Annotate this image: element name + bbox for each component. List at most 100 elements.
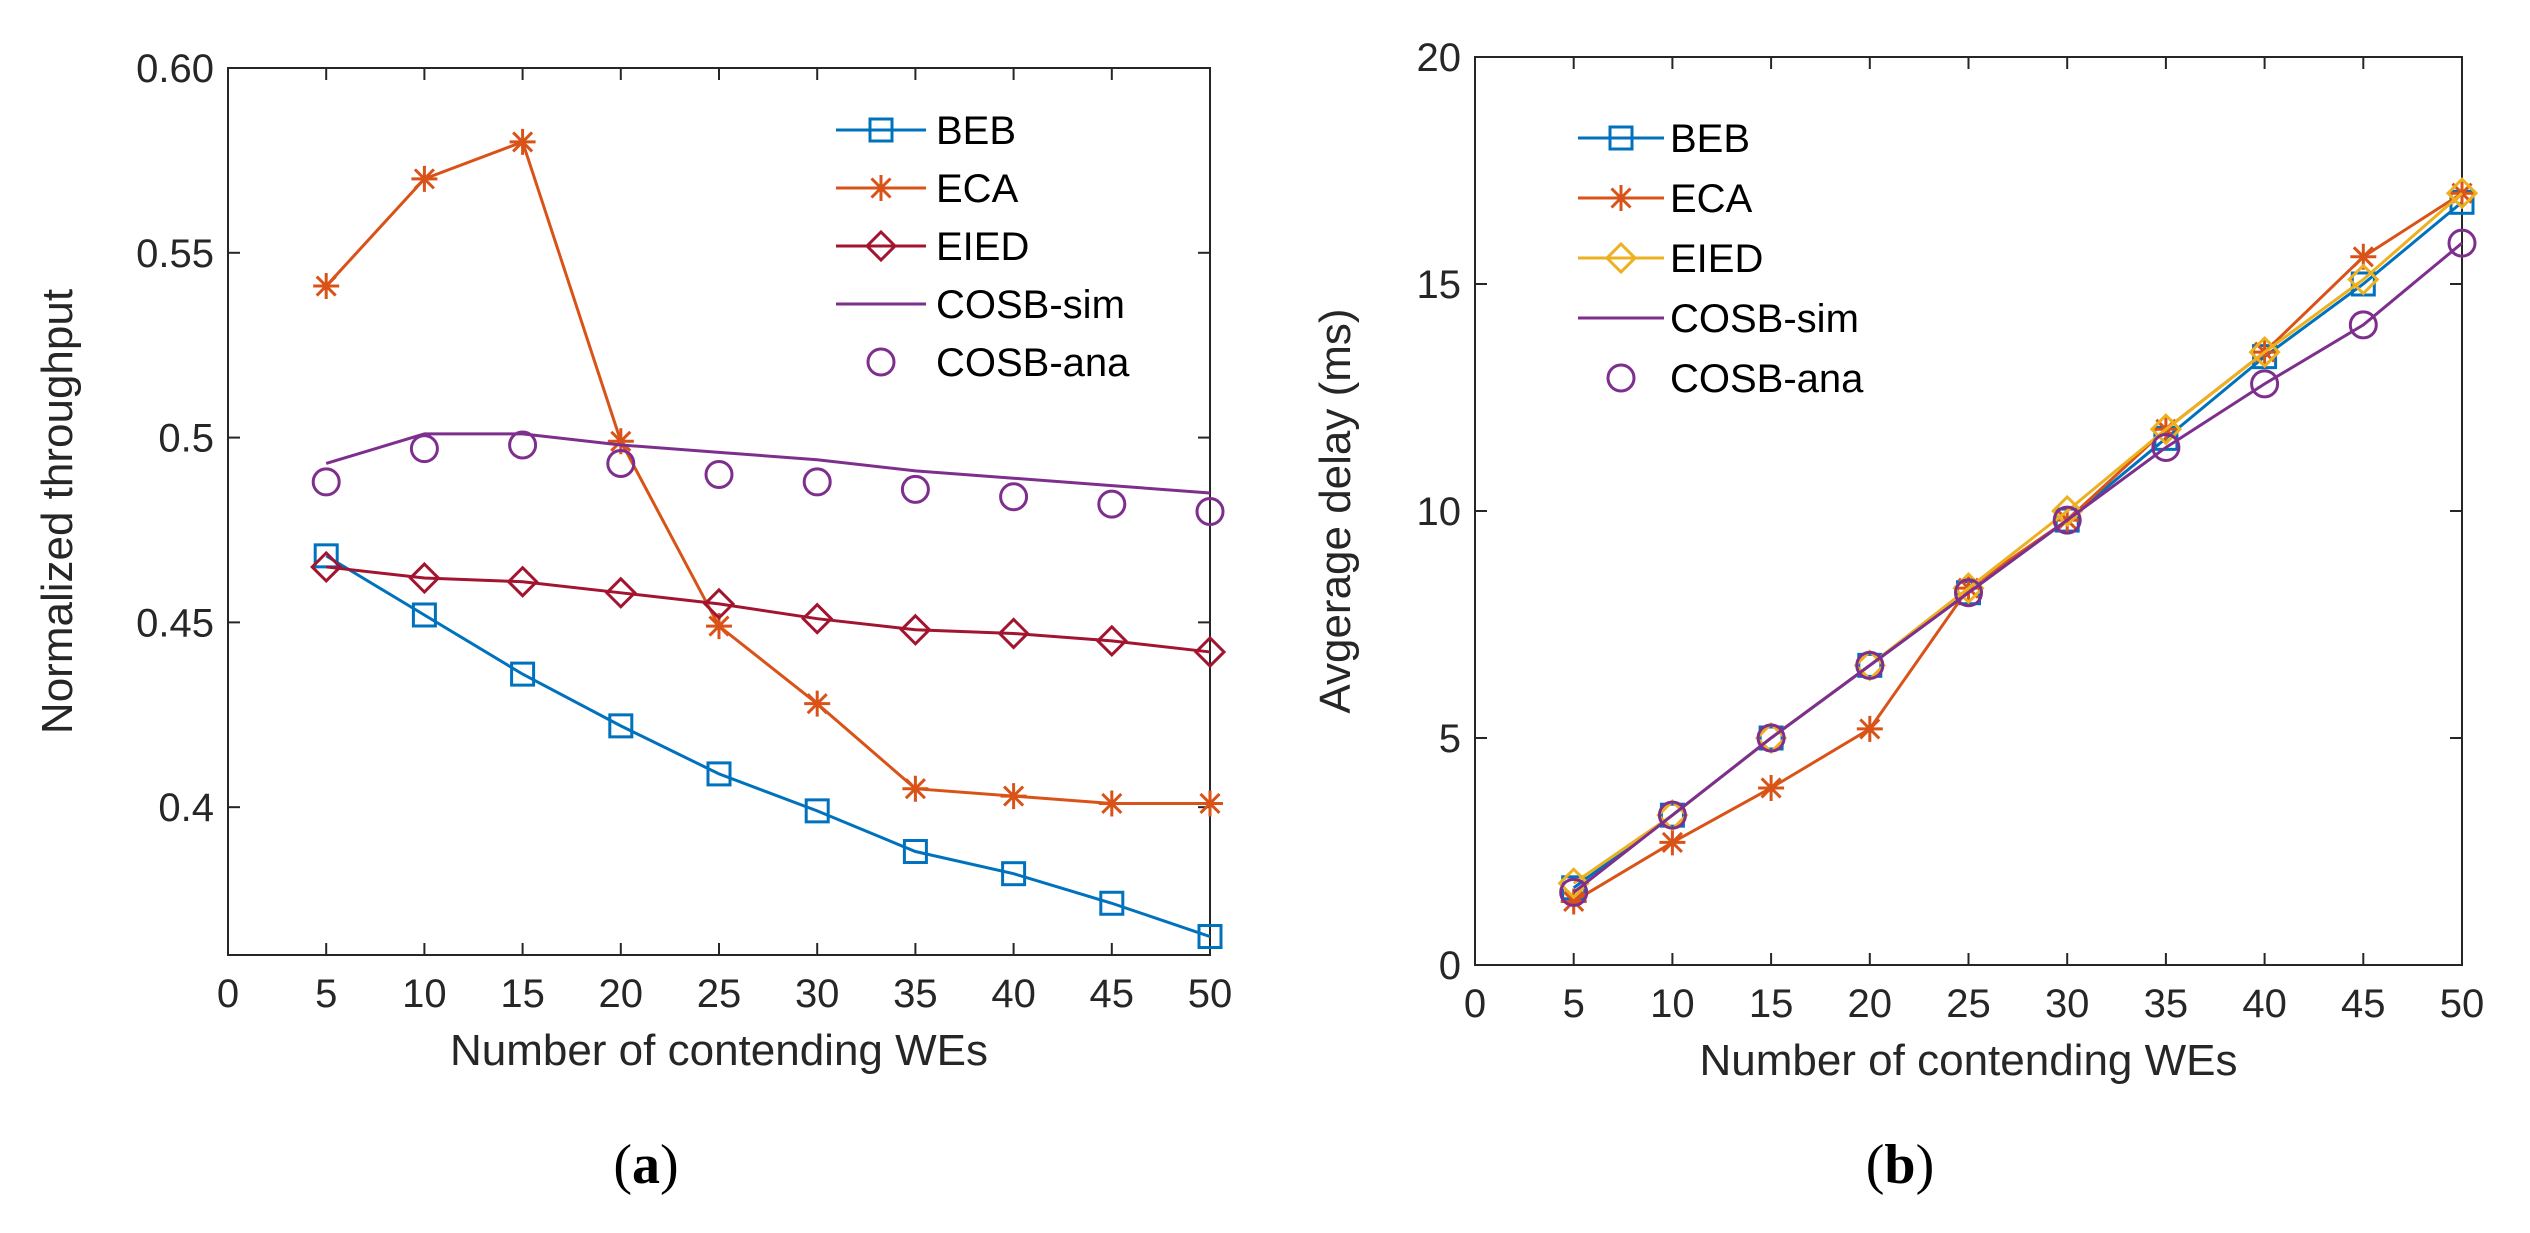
caption-letter: a [632,1134,660,1196]
plot-area [227,67,1211,956]
y-tick-label: 0 [1439,944,1461,988]
x-tick-label: 35 [2144,982,2189,1026]
data-point-cosb-ana [1756,723,1786,753]
legend-label-cosb-sim: COSB-sim [936,283,1125,327]
y-tick-label: 5 [1439,717,1461,761]
x-axis-label: Number of contending WEs [1699,1036,2237,1085]
data-point-beb [1659,802,1685,828]
data-point-eca [1000,783,1027,810]
data-point-eca [2350,243,2377,270]
x-tick-label: 30 [795,972,840,1016]
data-point-beb [1197,924,1223,950]
data-point-beb [510,661,536,687]
x-tick-label: 10 [402,972,447,1016]
panel-caption: (a) [613,1134,678,1196]
legend-marker-beb [868,117,894,143]
legend-marker-eca [868,175,894,201]
y-axis-label: Normalized throughput [33,289,82,734]
data-point-cosb-ana [1657,800,1687,830]
data-point-beb [313,543,339,569]
data-point-eca [411,165,438,192]
x-tick-label: 0 [1464,982,1486,1026]
data-point-eca [706,613,732,640]
chart-panel-b: 0 5 10 15 20 25 30 35 40 45 50 0 5 10 15 20 Number of co… [1311,36,2484,1196]
data-point-eied [899,613,932,646]
y-tick-label: 20 [1417,36,1462,80]
data-point-eca [804,690,831,717]
data-point-eied [2445,177,2479,210]
data-point-beb [1001,861,1027,887]
data-point-eied [1557,867,1590,900]
x-tick-label: 10 [1650,982,1695,1026]
series-line-eca [1572,191,2463,903]
data-point-eied [2347,263,2380,296]
data-point-beb [902,839,928,865]
data-point-eied [408,561,441,595]
data-point-cosb-ana [606,448,636,478]
legend-label-beb: BEB [1670,117,1750,161]
series-cosb-ana [1559,228,2477,907]
legend-marker-eied [1604,241,1638,275]
data-point-beb [706,761,732,787]
x-tick-label: 50 [2440,982,2485,1026]
data-point-eied [1193,635,1227,669]
legend-marker-beb [1608,125,1634,151]
legend-marker-cosb-ana [866,347,896,377]
data-point-cosb-ana [1195,497,1225,526]
data-point-eied [604,576,637,609]
x-tick-label: 0 [217,972,239,1016]
series-line-eca [325,139,1210,805]
data-point-beb [1758,725,1784,751]
y-axis-label: Avgerage delay (ms) [1311,308,1360,713]
caption-letter: b [1884,1134,1915,1196]
data-point-beb [1099,890,1125,916]
data-point-cosb-ana [1097,489,1127,519]
data-point-eied [702,587,736,621]
data-point-eca [607,428,634,455]
data-point-eied [1095,624,1128,657]
y-tick-label: 0.45 [136,601,214,645]
data-point-cosb-ana [2447,228,2477,258]
y-tick-label: 0.5 [158,417,214,461]
x-tick-label: 50 [1188,972,1233,1016]
legend-label-eca: ECA [936,167,1019,211]
data-point-cosb-ana [2151,432,2181,462]
legend: BEB ECA EIED COSB-sim COSB-ana [836,109,1130,385]
data-point-cosb-ana [311,467,341,497]
series-line-eied [326,565,1211,654]
y-tick-label: 0.60 [136,47,214,91]
data-point-eied [997,617,1030,650]
data-point-eca [1098,790,1125,817]
data-point-eied [310,550,343,584]
series-line-beb [325,554,1211,938]
legend-label-eied: EIED [936,225,1029,269]
data-point-cosb-ana [2348,310,2378,340]
panel-caption: (b) [1866,1134,1934,1196]
plot-area [1474,56,2463,966]
x-tick-label: 15 [500,972,545,1016]
series-line-cosb-sim [325,432,1211,495]
data-point-beb [1857,652,1883,678]
x-tick-label: 25 [697,972,742,1016]
legend-label-eied: EIED [1670,237,1763,281]
x-tick-label: 20 [1848,982,1893,1026]
legend-label-eca: ECA [1670,177,1753,221]
series-cosb-sim [1572,241,2463,894]
x-tick-label: 40 [991,972,1036,1016]
caption-paren-close: ) [1916,1134,1935,1196]
y-tick-label: 0.55 [136,232,214,276]
data-point-beb [804,798,830,824]
data-point-cosb-ana [2250,369,2280,399]
x-tick-label: 45 [1090,972,1135,1016]
x-tick-label: 5 [1563,982,1585,1026]
x-tick-label: 25 [1946,982,1991,1026]
x-tick-label: 30 [2045,982,2090,1026]
x-tick-label: 40 [2242,982,2287,1026]
data-point-cosb-ana [999,482,1029,512]
legend-marker-eca [1608,185,1634,211]
y-tick-label: 15 [1417,263,1462,307]
series-eca [313,128,1223,817]
data-point-cosb-ana [802,467,832,497]
data-point-eied [2051,494,2084,528]
